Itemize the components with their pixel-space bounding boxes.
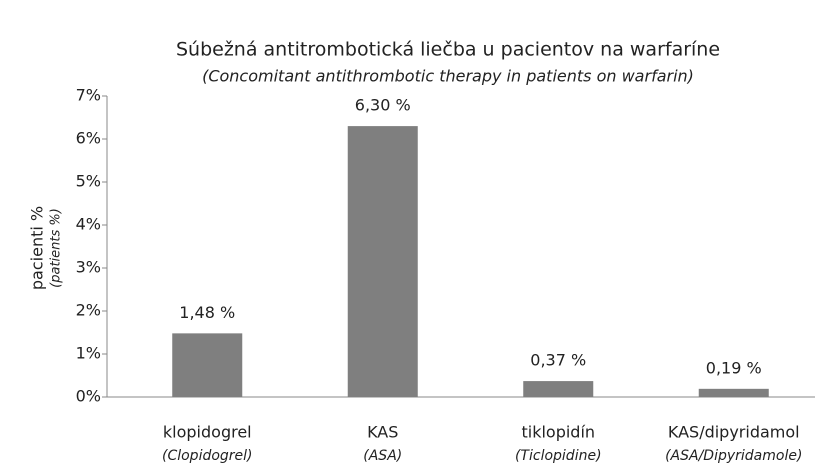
chart-subtitle: (Concomitant antithrombotic therapy in p…	[202, 67, 694, 86]
x-tick-label: tiklopidín	[521, 423, 595, 442]
x-tick-sublabel: (ASA)	[363, 448, 402, 464]
y-tick-label: 2%	[76, 301, 101, 320]
y-tick-label: 1%	[76, 344, 101, 363]
x-tick-label: KAS/dipyridamol	[668, 423, 800, 442]
y-tick-label: 6%	[76, 129, 101, 148]
x-tick-sublabel: (ASA/Dipyridamole)	[665, 448, 802, 464]
x-tick-label: KAS	[367, 423, 398, 442]
bar	[172, 333, 243, 397]
x-tick-label: klopidogrel	[163, 423, 252, 442]
bar	[523, 381, 594, 397]
y-tick-label: 4%	[76, 215, 101, 234]
x-tick-sublabel: (Clopidogrel)	[162, 448, 253, 464]
y-tick-label: 7%	[76, 86, 101, 105]
x-tick-sublabel: (Ticlopidine)	[515, 448, 602, 464]
value-label: 1,48 %	[179, 303, 235, 322]
bar	[347, 126, 418, 397]
value-label: 0,19 %	[706, 358, 762, 377]
y-axis-label: pacienti %	[28, 206, 47, 290]
y-tick-label: 3%	[76, 258, 101, 277]
value-label: 6,30 %	[355, 96, 411, 115]
value-label: 0,37 %	[530, 351, 586, 370]
y-tick-label: 5%	[76, 172, 101, 191]
chart-title: Súbežná antitrombotická liečba u pacient…	[176, 39, 720, 61]
y-axis-label-subtitle: (patients %)	[49, 208, 64, 288]
bar	[698, 388, 769, 397]
y-tick-label: 0%	[76, 387, 101, 406]
